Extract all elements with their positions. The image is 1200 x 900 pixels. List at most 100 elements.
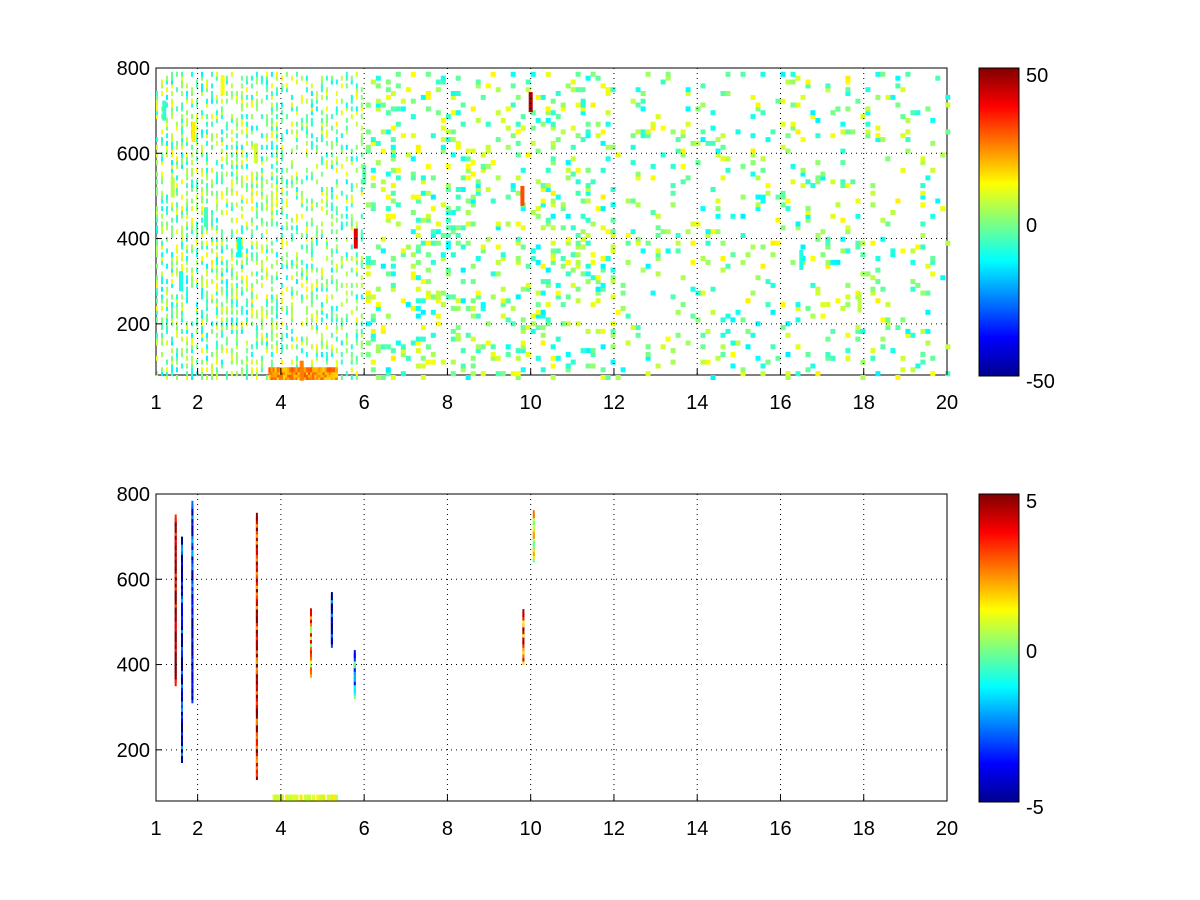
heatmap-cell bbox=[445, 244, 451, 250]
heatmap-cell bbox=[305, 336, 308, 342]
heatmap-cell bbox=[215, 344, 218, 350]
heatmap-cell bbox=[375, 244, 381, 250]
heatmap-cell bbox=[890, 94, 896, 100]
heatmap-cell bbox=[250, 282, 253, 288]
heatmap-cell bbox=[355, 371, 358, 377]
heatmap-cell bbox=[191, 167, 193, 173]
heatmap-cell bbox=[750, 94, 756, 100]
heatmap-cell bbox=[245, 102, 248, 108]
heatmap-cell bbox=[265, 348, 268, 354]
heatmap-cell bbox=[805, 210, 811, 215]
heatmap-cell bbox=[335, 79, 338, 85]
heatmap-cell bbox=[460, 298, 466, 304]
heatmap-cell bbox=[375, 140, 381, 146]
heatmap-cell bbox=[275, 75, 278, 81]
y-tick-label: 400 bbox=[117, 655, 150, 677]
heatmap-cell bbox=[655, 213, 661, 219]
heatmap-cell bbox=[265, 229, 268, 235]
heatmap-cell bbox=[325, 352, 328, 357]
heatmap-cell bbox=[340, 213, 343, 219]
heatmap-cell bbox=[330, 367, 334, 373]
heatmap-cell bbox=[535, 213, 541, 219]
heatmap-cell bbox=[320, 160, 323, 166]
heatmap-cell bbox=[740, 233, 746, 238]
heatmap-cell bbox=[365, 259, 371, 265]
heatmap-cell bbox=[665, 229, 671, 235]
heatmap-cell bbox=[550, 110, 556, 116]
heatmap-cell bbox=[166, 133, 168, 139]
heatmap-cell bbox=[240, 259, 243, 265]
heatmap-cell bbox=[355, 167, 358, 173]
heatmap-cell bbox=[470, 305, 476, 311]
heatmap-cell bbox=[680, 275, 686, 281]
heatmap-cell bbox=[815, 175, 821, 181]
heatmap-cell bbox=[935, 198, 941, 204]
heatmap-cell bbox=[176, 71, 178, 77]
heatmap-cell bbox=[255, 332, 258, 338]
heatmap-cell bbox=[206, 332, 208, 338]
heatmap-cell bbox=[275, 121, 278, 127]
heatmap-cell bbox=[176, 210, 178, 215]
heatmap-cell bbox=[800, 167, 806, 173]
heatmap-cell bbox=[875, 267, 881, 273]
heatmap-cell bbox=[299, 794, 303, 801]
heatmap-cell bbox=[945, 371, 951, 377]
heatmap-cell bbox=[295, 175, 298, 181]
heatmap-cell bbox=[900, 87, 906, 93]
heatmap-cell bbox=[181, 256, 183, 261]
heatmap-cell bbox=[220, 114, 223, 120]
heatmap-cell bbox=[655, 225, 661, 231]
heatmap-cell bbox=[206, 167, 208, 173]
heatmap-cell bbox=[300, 198, 303, 204]
heatmap-cell bbox=[880, 217, 886, 223]
heatmap-cell bbox=[295, 110, 298, 116]
heatmap-cell bbox=[535, 206, 541, 212]
heatmap-cell bbox=[565, 240, 571, 246]
heatmap-cell bbox=[320, 367, 324, 373]
heatmap-cell bbox=[275, 252, 278, 258]
heatmap-cell bbox=[355, 83, 358, 89]
heatmap-cell bbox=[285, 71, 288, 77]
heatmap-cell bbox=[795, 344, 801, 350]
heatmap-cell bbox=[211, 71, 213, 77]
heatmap-cell bbox=[840, 236, 846, 242]
heatmap-cell bbox=[875, 298, 881, 304]
heatmap-cell bbox=[790, 71, 796, 77]
heatmap-cell bbox=[425, 344, 431, 350]
heatmap-cell bbox=[191, 336, 193, 342]
heatmap-cell bbox=[600, 263, 606, 269]
heatmap-cell bbox=[635, 325, 641, 331]
heatmap-cell bbox=[176, 144, 178, 150]
heatmap-cell bbox=[220, 148, 223, 154]
heatmap-cell bbox=[880, 137, 886, 143]
heatmap-cell bbox=[201, 75, 203, 81]
heatmap-cell bbox=[186, 110, 188, 116]
heatmap-cell bbox=[250, 352, 253, 357]
heatmap-cell bbox=[865, 87, 871, 93]
heatmap-cell bbox=[181, 210, 183, 215]
heatmap-cell bbox=[215, 198, 218, 204]
heatmap-cell bbox=[186, 152, 188, 158]
heatmap-cell bbox=[330, 794, 334, 801]
heatmap-cell bbox=[181, 179, 183, 185]
heatmap-cell bbox=[730, 340, 736, 346]
heatmap-cell bbox=[660, 344, 666, 350]
heatmap-cell bbox=[325, 163, 328, 169]
heatmap-cell bbox=[390, 125, 396, 131]
heatmap-cell bbox=[810, 363, 816, 369]
heatmap-cell bbox=[360, 332, 363, 338]
heatmap-cell bbox=[445, 233, 451, 238]
heatmap-cell bbox=[545, 282, 551, 288]
heatmap-cell bbox=[715, 355, 721, 361]
heatmap-cell bbox=[310, 221, 313, 227]
heatmap-cell bbox=[825, 240, 831, 246]
heatmap-cell bbox=[161, 91, 163, 96]
heatmap-cell bbox=[275, 179, 278, 185]
heatmap-cell bbox=[715, 137, 721, 143]
heatmap-cell bbox=[290, 275, 293, 281]
heatmap-cell bbox=[196, 282, 198, 288]
heatmap-cell bbox=[274, 367, 278, 373]
heatmap-cell bbox=[535, 117, 541, 123]
heatmap-cell bbox=[765, 302, 771, 308]
heatmap-cell bbox=[830, 328, 836, 334]
